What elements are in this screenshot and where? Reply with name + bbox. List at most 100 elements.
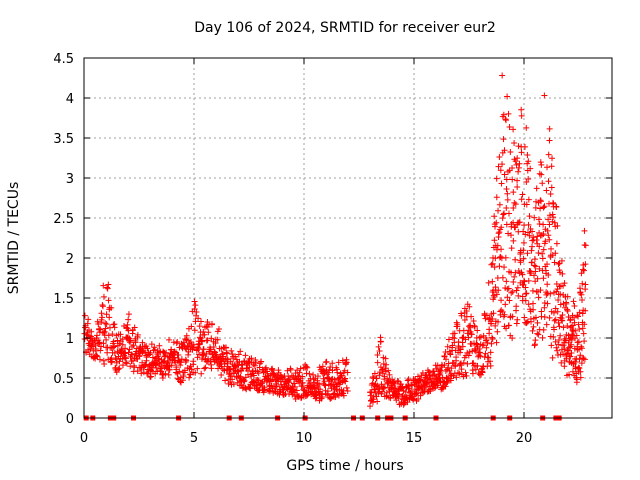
data-point [196, 323, 203, 330]
data-point [549, 354, 556, 361]
data-point [158, 365, 165, 372]
data-point [260, 369, 267, 376]
data-point [509, 335, 516, 342]
data-point [404, 399, 411, 406]
data-point [507, 232, 514, 239]
data-point [402, 389, 409, 396]
data-point [201, 365, 208, 372]
data-point [498, 297, 505, 304]
data-point [287, 366, 294, 373]
y-tick-label: 4 [66, 92, 74, 107]
data-point [198, 337, 205, 344]
data-point [523, 201, 530, 208]
data-point [458, 366, 465, 373]
data-point [374, 352, 381, 359]
data-point [376, 372, 383, 379]
data-point [104, 285, 111, 292]
data-point [528, 259, 535, 266]
data-point [518, 112, 525, 119]
data-point [545, 216, 552, 223]
data-point [538, 232, 545, 239]
data-point [500, 211, 507, 218]
data-point [572, 327, 579, 334]
data-point [374, 359, 381, 366]
data-point [557, 301, 564, 308]
data-point [500, 136, 507, 143]
data-point [374, 398, 381, 405]
data-point [398, 381, 405, 388]
data-point [512, 256, 519, 263]
data-point [555, 260, 562, 267]
data-point [321, 378, 328, 385]
data-point [149, 354, 156, 361]
data-point [195, 315, 202, 322]
data-point [560, 282, 567, 289]
data-point [519, 191, 526, 198]
data-point [99, 314, 106, 321]
data-point [476, 345, 483, 352]
data-point [525, 277, 532, 284]
data-point [503, 186, 510, 193]
data-point [162, 353, 169, 360]
data-point [189, 344, 196, 351]
data-point [498, 224, 505, 231]
data-point [423, 384, 430, 391]
data-point [209, 320, 216, 327]
data-point [323, 358, 330, 365]
data-point [510, 237, 517, 244]
data-point [539, 334, 546, 341]
data-point [134, 368, 141, 375]
data-point [435, 382, 442, 389]
data-point [417, 392, 424, 399]
data-point [339, 357, 346, 364]
data-point [204, 337, 211, 344]
data-point [550, 214, 557, 221]
data-point [87, 346, 94, 353]
data-point [533, 185, 540, 192]
data-point [224, 350, 231, 357]
data-point [548, 163, 555, 170]
data-point [508, 245, 515, 252]
data-point [153, 364, 160, 371]
data-point [468, 331, 475, 338]
data-point [577, 289, 584, 296]
data-point [190, 361, 197, 368]
data-point [116, 358, 123, 365]
data-point [460, 373, 467, 380]
data-point [168, 362, 175, 369]
data-point [261, 386, 268, 393]
data-point [454, 369, 461, 376]
data-point [525, 221, 532, 228]
data-point [382, 365, 389, 372]
data-point [522, 297, 529, 304]
data-point [108, 358, 115, 365]
data-point [192, 318, 199, 325]
data-point [317, 386, 324, 393]
data-point [458, 312, 465, 319]
data-point [580, 267, 587, 274]
data-point [386, 394, 392, 401]
data-point [303, 392, 310, 399]
data-point [510, 189, 517, 196]
data-point [514, 284, 521, 291]
data-point [514, 184, 521, 191]
data-point [556, 283, 563, 290]
data-point [561, 363, 568, 370]
data-point [519, 271, 526, 278]
data-point [523, 290, 530, 297]
data-point [192, 302, 199, 309]
data-point [380, 385, 387, 392]
data-point [485, 279, 492, 286]
data-point [94, 353, 101, 360]
data-point [529, 228, 536, 235]
data-point [540, 246, 547, 253]
y-axis-title: SRMTID / TECUs [6, 182, 22, 295]
data-point [510, 126, 517, 133]
data-point [443, 356, 450, 363]
data-point [529, 243, 536, 250]
data-point [147, 373, 154, 380]
data-point [456, 370, 463, 377]
data-point [529, 287, 536, 294]
data-point [496, 201, 503, 208]
data-point [96, 356, 103, 363]
